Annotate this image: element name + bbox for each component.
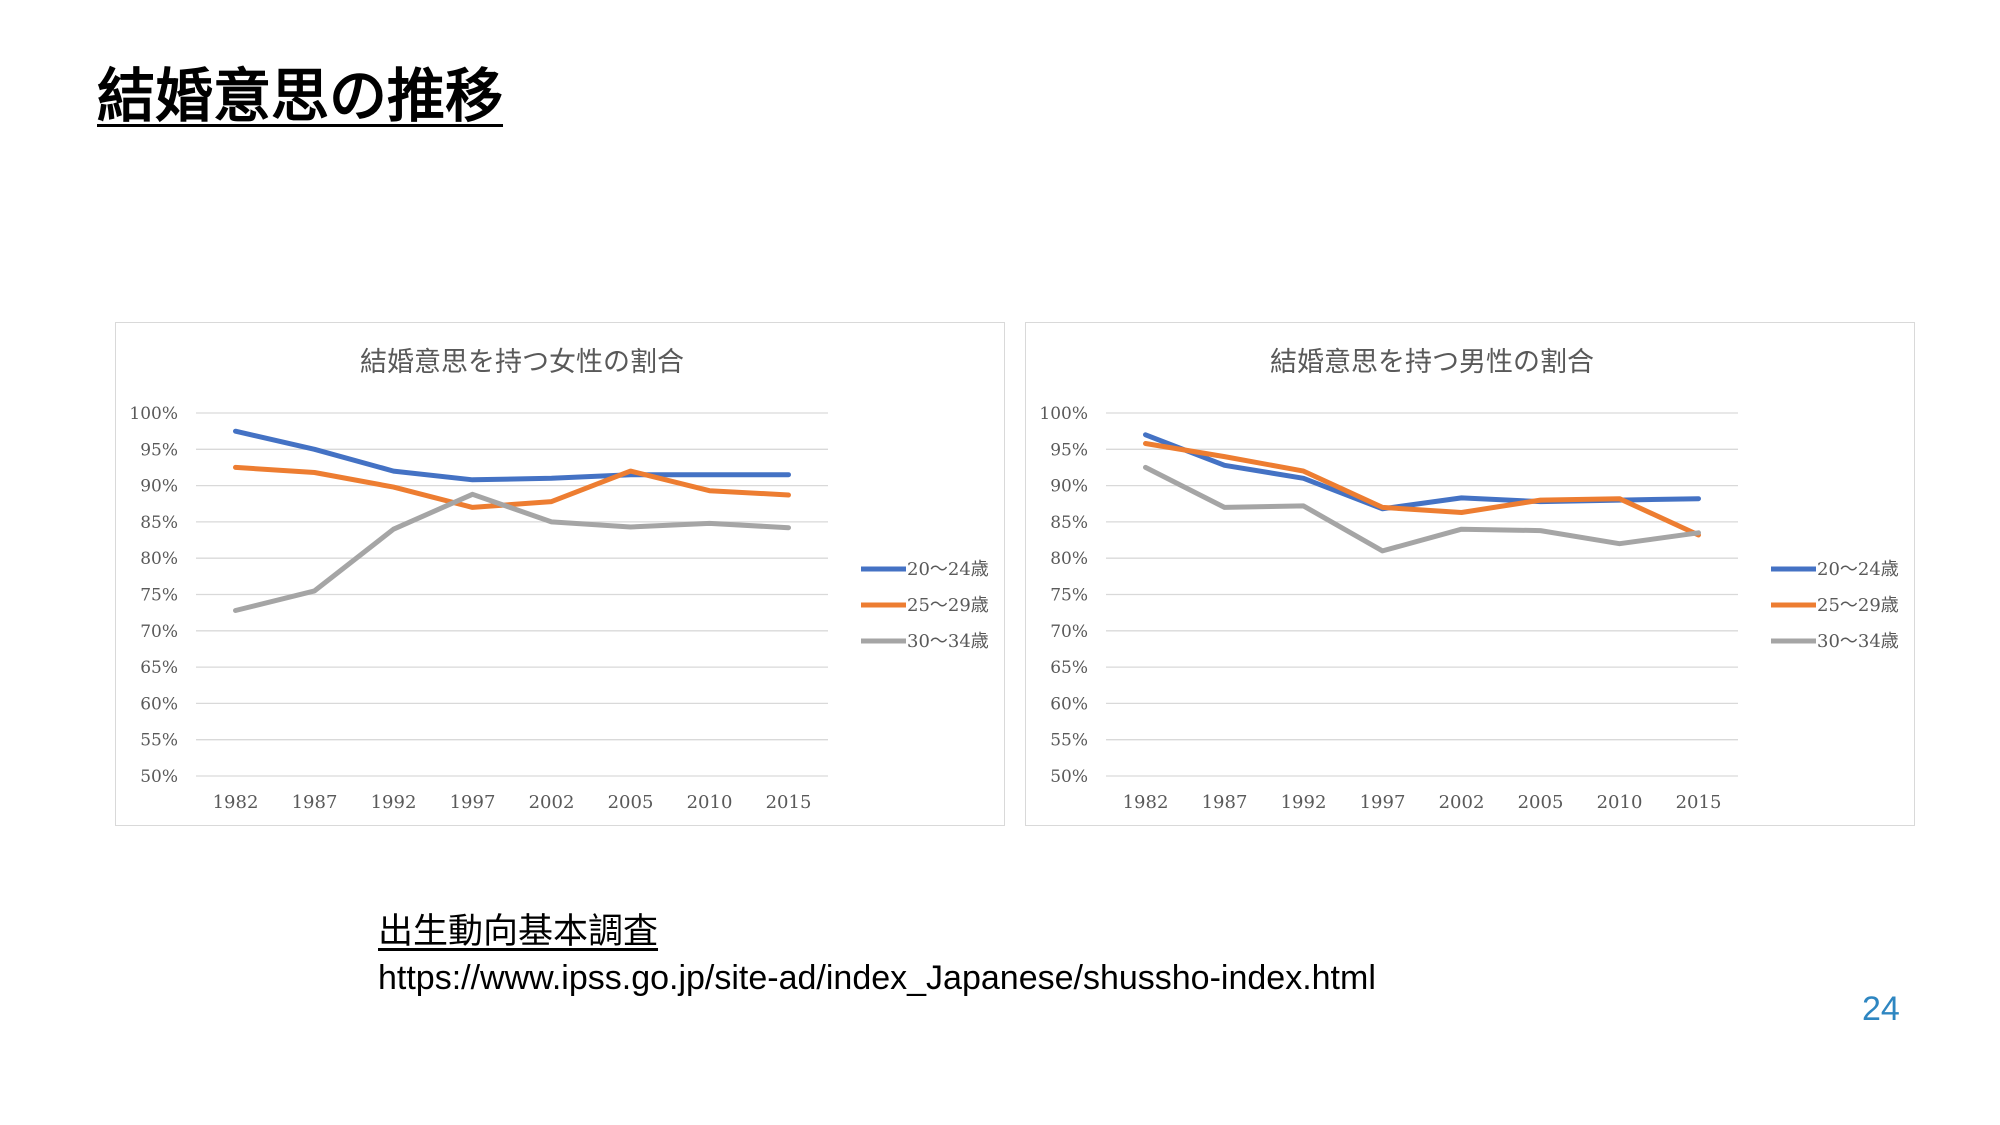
y-tick-label: 50% (140, 767, 178, 787)
chart-title: 結婚意思を持つ男性の割合 (1270, 347, 1594, 378)
source-citation: 出生動向基本調査 https://www.ipss.go.jp/site-ad/… (378, 910, 1376, 1000)
x-tick-label: 1982 (1123, 792, 1169, 813)
legend-label: 30～34歳 (907, 631, 989, 652)
y-tick-label: 50% (1050, 767, 1088, 787)
legend-label: 25～29歳 (1817, 595, 1899, 616)
female-chart-svg: 結婚意思を持つ女性の割合 100% 95% 90% 85% 80% 75% 70% 65% 60%… (129, 347, 989, 813)
y-tick-label: 100% (129, 404, 178, 424)
x-tick-label: 1987 (292, 792, 338, 813)
x-tick-label: 2005 (1518, 792, 1564, 813)
y-tick-label: 65% (1050, 658, 1088, 678)
y-tick-label: 80% (140, 549, 178, 569)
source-url: https://www.ipss.go.jp/site-ad/index_Jap… (378, 958, 1376, 997)
series-line-1 (233, 464, 791, 510)
y-tick-label: 95% (140, 440, 178, 460)
source-title: 出生動向基本調査 (378, 912, 659, 952)
legend-label: 30～34歳 (1817, 631, 1899, 652)
y-tick-label: 90% (1050, 477, 1088, 497)
x-tick-label: 1992 (1281, 792, 1327, 813)
y-tick-label: 70% (1050, 622, 1088, 642)
legend-label: 20～24歳 (1817, 559, 1899, 580)
y-tick-label: 65% (140, 658, 178, 678)
slide-title: 結婚意思の推移 (97, 62, 504, 130)
x-tick-label: 1997 (450, 792, 496, 813)
series-line-2 (233, 491, 791, 613)
y-tick-label: 85% (140, 513, 178, 533)
x-tick-label: 2015 (766, 792, 812, 813)
y-tick-label: 70% (140, 622, 178, 642)
x-tick-label: 1987 (1202, 792, 1248, 813)
male-chart-panel: 結婚意思を持つ男性の割合 100% 95% 90% 85% 80% 75% 70% 65% 60%… (1025, 322, 1915, 826)
x-tick-label: 2002 (529, 792, 575, 813)
y-tick-label: 95% (1050, 440, 1088, 460)
y-tick-label: 90% (140, 477, 178, 497)
x-tick-label: 2002 (1439, 792, 1485, 813)
series-line-0 (233, 428, 791, 483)
y-tick-label: 55% (140, 731, 178, 751)
legend-label: 20～24歳 (907, 559, 989, 580)
female-chart-panel: 結婚意思を持つ女性の割合 100% 95% 90% 85% 80% 75% 70% 65% 60%… (115, 322, 1005, 826)
x-tick-label: 2010 (1597, 792, 1643, 813)
y-tick-label: 100% (1039, 404, 1088, 424)
y-tick-label: 75% (140, 586, 178, 606)
x-tick-label: 1997 (1360, 792, 1406, 813)
y-tick-label: 60% (140, 694, 178, 714)
y-tick-label: 85% (1050, 513, 1088, 533)
y-tick-label: 60% (1050, 694, 1088, 714)
page-number: 24 (1862, 990, 1900, 1028)
x-tick-label: 1982 (213, 792, 259, 813)
chart-title: 結婚意思を持つ女性の割合 (360, 347, 684, 378)
x-tick-label: 2015 (1676, 792, 1722, 813)
legend-label: 25～29歳 (907, 595, 989, 616)
x-tick-label: 1992 (371, 792, 417, 813)
y-tick-label: 55% (1050, 731, 1088, 751)
male-chart-svg: 結婚意思を持つ男性の割合 100% 95% 90% 85% 80% 75% 70% 65% 60%… (1039, 347, 1899, 813)
series-line-1 (1143, 441, 1701, 538)
y-tick-label: 80% (1050, 549, 1088, 569)
x-tick-label: 2010 (687, 792, 733, 813)
series-line-2 (1143, 464, 1701, 554)
x-tick-label: 2005 (608, 792, 654, 813)
y-tick-label: 75% (1050, 586, 1088, 606)
